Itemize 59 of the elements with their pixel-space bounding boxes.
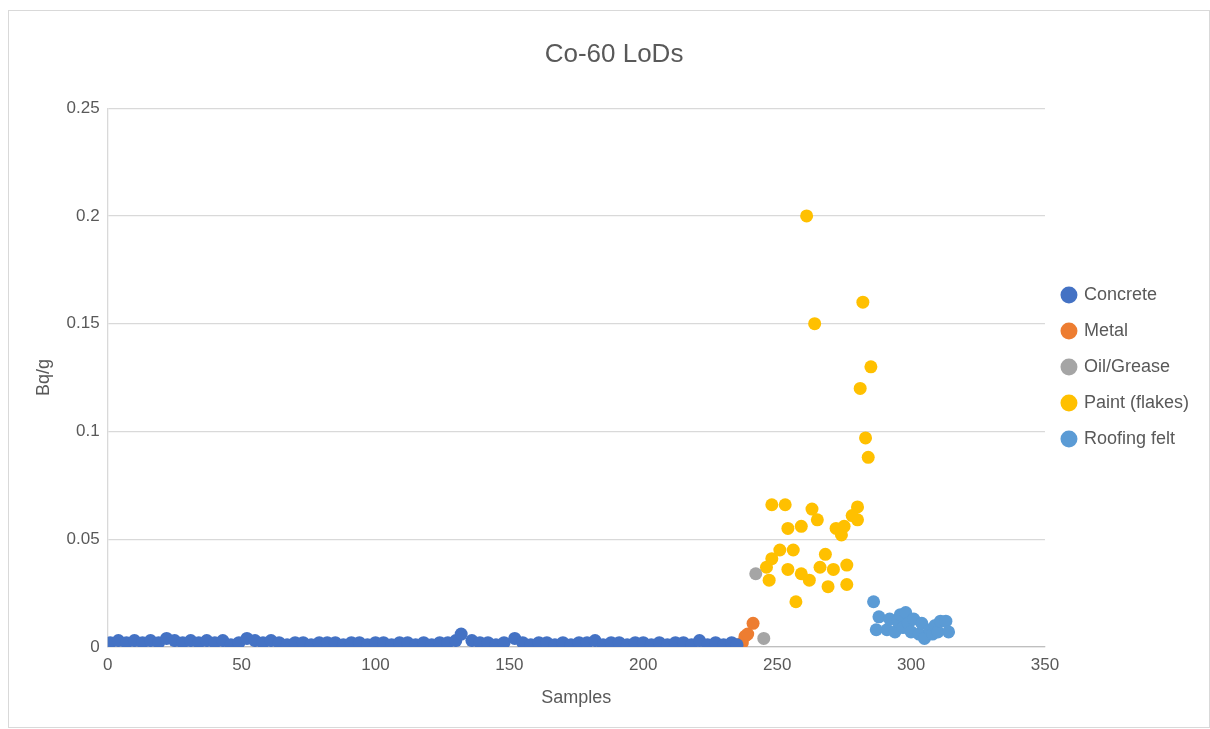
point xyxy=(810,513,824,527)
x-tick-label: 100 xyxy=(361,654,390,674)
point xyxy=(765,552,779,566)
point xyxy=(853,381,867,395)
point xyxy=(867,595,881,609)
y-tick-label: 0.1 xyxy=(76,421,100,441)
x-tick-label: 150 xyxy=(495,654,524,674)
point xyxy=(749,567,763,581)
legend-label: Metal xyxy=(1083,319,1128,340)
point xyxy=(837,519,851,533)
point xyxy=(773,543,787,557)
y-tick-label: 0 xyxy=(90,636,100,656)
legend-label: Paint (flakes) xyxy=(1083,391,1190,412)
point xyxy=(813,560,827,574)
y-tick-label: 0.05 xyxy=(66,528,100,548)
point xyxy=(861,450,875,464)
point xyxy=(786,543,800,557)
point xyxy=(781,562,795,576)
x-tick-label: 50 xyxy=(232,654,252,674)
point xyxy=(872,610,886,624)
point xyxy=(818,547,832,561)
x-tick-label: 200 xyxy=(629,654,658,674)
point xyxy=(765,498,779,512)
chart-title: Co-60 LoDs xyxy=(544,37,684,68)
point xyxy=(781,521,795,535)
point xyxy=(808,317,822,331)
point xyxy=(757,631,771,645)
y-tick-label: 0.25 xyxy=(66,97,100,117)
legend-label: Oil/Grease xyxy=(1083,355,1170,376)
point xyxy=(869,623,883,637)
x-tick-label: 350 xyxy=(1030,654,1060,674)
point xyxy=(778,498,792,512)
point xyxy=(840,558,854,572)
point xyxy=(821,580,835,594)
point xyxy=(826,562,840,576)
point xyxy=(864,360,878,374)
y-tick-label: 0.15 xyxy=(66,313,100,333)
x-tick-label: 250 xyxy=(762,654,792,674)
point xyxy=(915,616,929,630)
x-tick-label: 300 xyxy=(896,654,926,674)
point xyxy=(789,595,803,609)
point xyxy=(800,209,814,223)
point xyxy=(794,519,808,533)
x-axis-title: Samples xyxy=(541,687,612,708)
y-axis-title: Bq/g xyxy=(32,359,53,397)
point xyxy=(802,573,816,587)
point xyxy=(851,500,865,514)
point xyxy=(942,625,956,639)
point xyxy=(856,295,870,309)
x-tick-label: 0 xyxy=(102,654,113,674)
legend-label: Concrete xyxy=(1083,283,1158,304)
point xyxy=(859,431,873,445)
legend-label: Roofing felt xyxy=(1083,427,1176,448)
point xyxy=(840,578,854,591)
point xyxy=(762,573,776,587)
point xyxy=(805,502,819,516)
point xyxy=(851,513,865,527)
y-tick-label: 0.2 xyxy=(76,205,100,225)
point xyxy=(746,616,760,630)
